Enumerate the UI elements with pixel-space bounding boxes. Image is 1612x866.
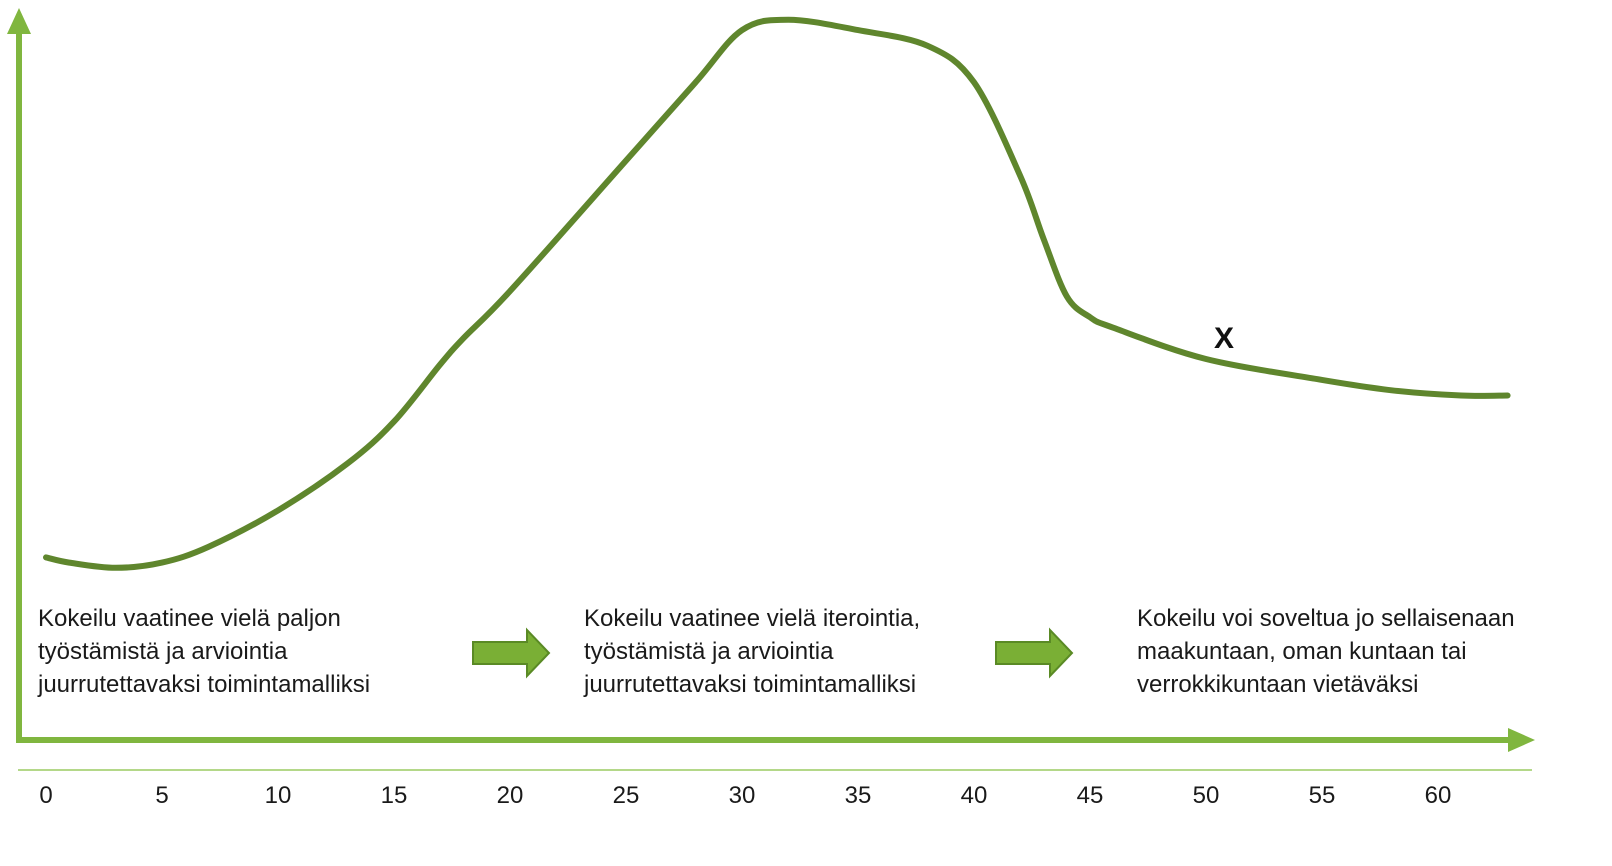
adoption-curve	[43, 16, 1511, 571]
stage-text-early: Kokeilu vaatinee vielä paljon työstämist…	[38, 605, 371, 698]
x-tick-label: 60	[1424, 782, 1452, 809]
x-tick-label: 20	[496, 782, 524, 809]
stage-text-ready: Kokeilu voi soveltua jo sellaisenaan maa…	[1137, 605, 1515, 698]
x-tick-label: 45	[1076, 782, 1104, 809]
stage-text-middle: Kokeilu vaatinee vielä iterointia, työst…	[584, 605, 921, 698]
stage-arrow-2	[995, 627, 1074, 679]
position-marker: X	[1214, 322, 1235, 355]
y-axis-arrowhead	[7, 8, 31, 34]
x-tick-label: 50	[1192, 782, 1220, 809]
x-tick-label: 40	[960, 782, 988, 809]
x-tick-label: 55	[1308, 782, 1336, 809]
stage-arrow-1	[472, 627, 551, 679]
x-tick-label: 15	[380, 782, 408, 809]
x-axis-arrowhead	[1508, 728, 1535, 752]
x-tick-label: 35	[844, 782, 872, 809]
x-tick-label: 0	[39, 782, 53, 809]
x-tick-label: 30	[728, 782, 756, 809]
x-tick-label: 25	[612, 782, 640, 809]
x-tick-label: 5	[155, 782, 169, 809]
x-tick-label: 10	[264, 782, 292, 809]
